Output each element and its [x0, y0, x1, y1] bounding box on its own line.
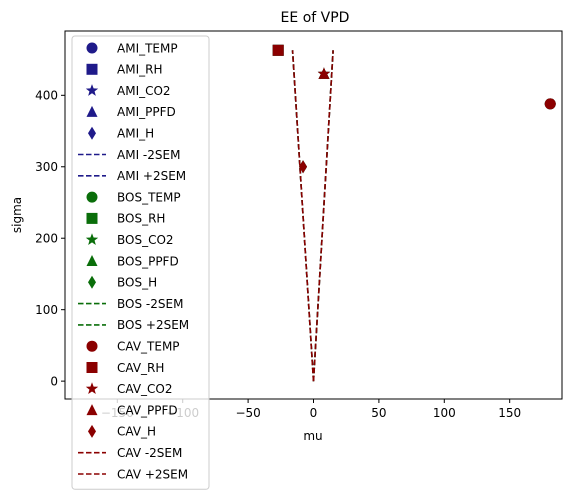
- legend-handle-cav-co2: [85, 382, 99, 395]
- legend-handle-bos-co2: [85, 233, 99, 245]
- data-point-cav-temp: [544, 98, 556, 110]
- series-line-cav-2sem: [291, 50, 315, 382]
- legend-box: [71, 35, 210, 490]
- legend-label-bos-h: BOS_H: [117, 276, 157, 290]
- legend-handle-bos-h: [88, 275, 96, 289]
- data-point-cav-ppfd: [318, 67, 330, 79]
- x-tick-label: −50: [235, 406, 260, 420]
- x-tick-label: 100: [433, 406, 456, 420]
- y-axis-label: sigma: [10, 197, 24, 233]
- y-tick-label: 400: [35, 89, 58, 103]
- series-line-cav-2sem: [312, 50, 334, 382]
- legend-label-cav-2sem: CAV +2SEM: [117, 467, 188, 481]
- legend-handle-cav-temp: [86, 340, 98, 352]
- y-tick-label: 300: [35, 160, 58, 174]
- legend-label-bos-2sem: BOS -2SEM: [117, 297, 183, 311]
- legend-label-cav-temp: CAV_TEMP: [117, 340, 180, 354]
- chart-title: EE of VPD: [281, 10, 350, 26]
- legend-label-bos-rh: BOS_RH: [117, 212, 165, 226]
- legend-handle-cav-rh: [86, 362, 98, 373]
- legend-label-ami-co2: AMI_CO2: [117, 84, 171, 98]
- legend-handle-bos-ppfd: [86, 255, 98, 266]
- legend-label-cav-ppfd: CAV_PPFD: [117, 403, 178, 417]
- x-tick-label: 150: [498, 406, 521, 420]
- legend-label-ami-h: AMI_H: [117, 127, 154, 141]
- legend-label-cav-2sem: CAV -2SEM: [117, 446, 182, 460]
- y-axis: 0 100 200 300 400: [35, 89, 65, 388]
- data-point-cav-h: [299, 160, 308, 174]
- legend-handle-bos-rh: [86, 212, 98, 224]
- legend-label-ami-rh: AMI_RH: [117, 63, 162, 77]
- x-axis-label: mu: [303, 429, 322, 443]
- legend-handle-ami-ppfd: [86, 105, 98, 117]
- legend-label-ami-2sem: AMI +2SEM: [117, 169, 186, 183]
- legend-handle-ami-temp: [86, 42, 98, 54]
- legend-handle-ami-co2: [85, 84, 99, 96]
- y-tick-label: 100: [35, 303, 58, 317]
- legend-handle-cav-ppfd: [86, 404, 98, 416]
- y-tick-label: 0: [50, 374, 58, 388]
- legend-label-ami-2sem: AMI -2SEM: [117, 148, 180, 162]
- legend-label-ami-ppfd: AMI_PPFD: [117, 105, 176, 119]
- plot-area: [272, 44, 556, 382]
- legend-label-bos-2sem: BOS +2SEM: [117, 318, 189, 332]
- y-tick-label: 200: [35, 232, 58, 246]
- legend-label-cav-h: CAV_H: [117, 425, 156, 439]
- legend-label-ami-temp: AMI_TEMP: [117, 41, 178, 55]
- legend-handle-bos-temp: [86, 191, 98, 203]
- data-point-cav-rh: [272, 44, 284, 56]
- legend-label-bos-co2: BOS_CO2: [117, 233, 174, 247]
- legend-label-bos-ppfd: BOS_PPFD: [117, 254, 179, 268]
- legend-handle-cav-h: [88, 424, 96, 438]
- x-tick-label: 0: [310, 406, 318, 420]
- legend-label-cav-co2: CAV_CO2: [117, 382, 173, 396]
- legend-handle-ami-h: [88, 126, 96, 140]
- legend-label-cav-rh: CAV_RH: [117, 361, 164, 375]
- legend: AMI_TEMP AMI_RH AMI_CO2 AMI_PPFD AMI_H AMI -2…: [71, 35, 210, 490]
- legend-label-bos-temp: BOS_TEMP: [117, 190, 181, 204]
- legend-handle-ami-rh: [86, 63, 98, 75]
- x-tick-label: 50: [371, 406, 386, 420]
